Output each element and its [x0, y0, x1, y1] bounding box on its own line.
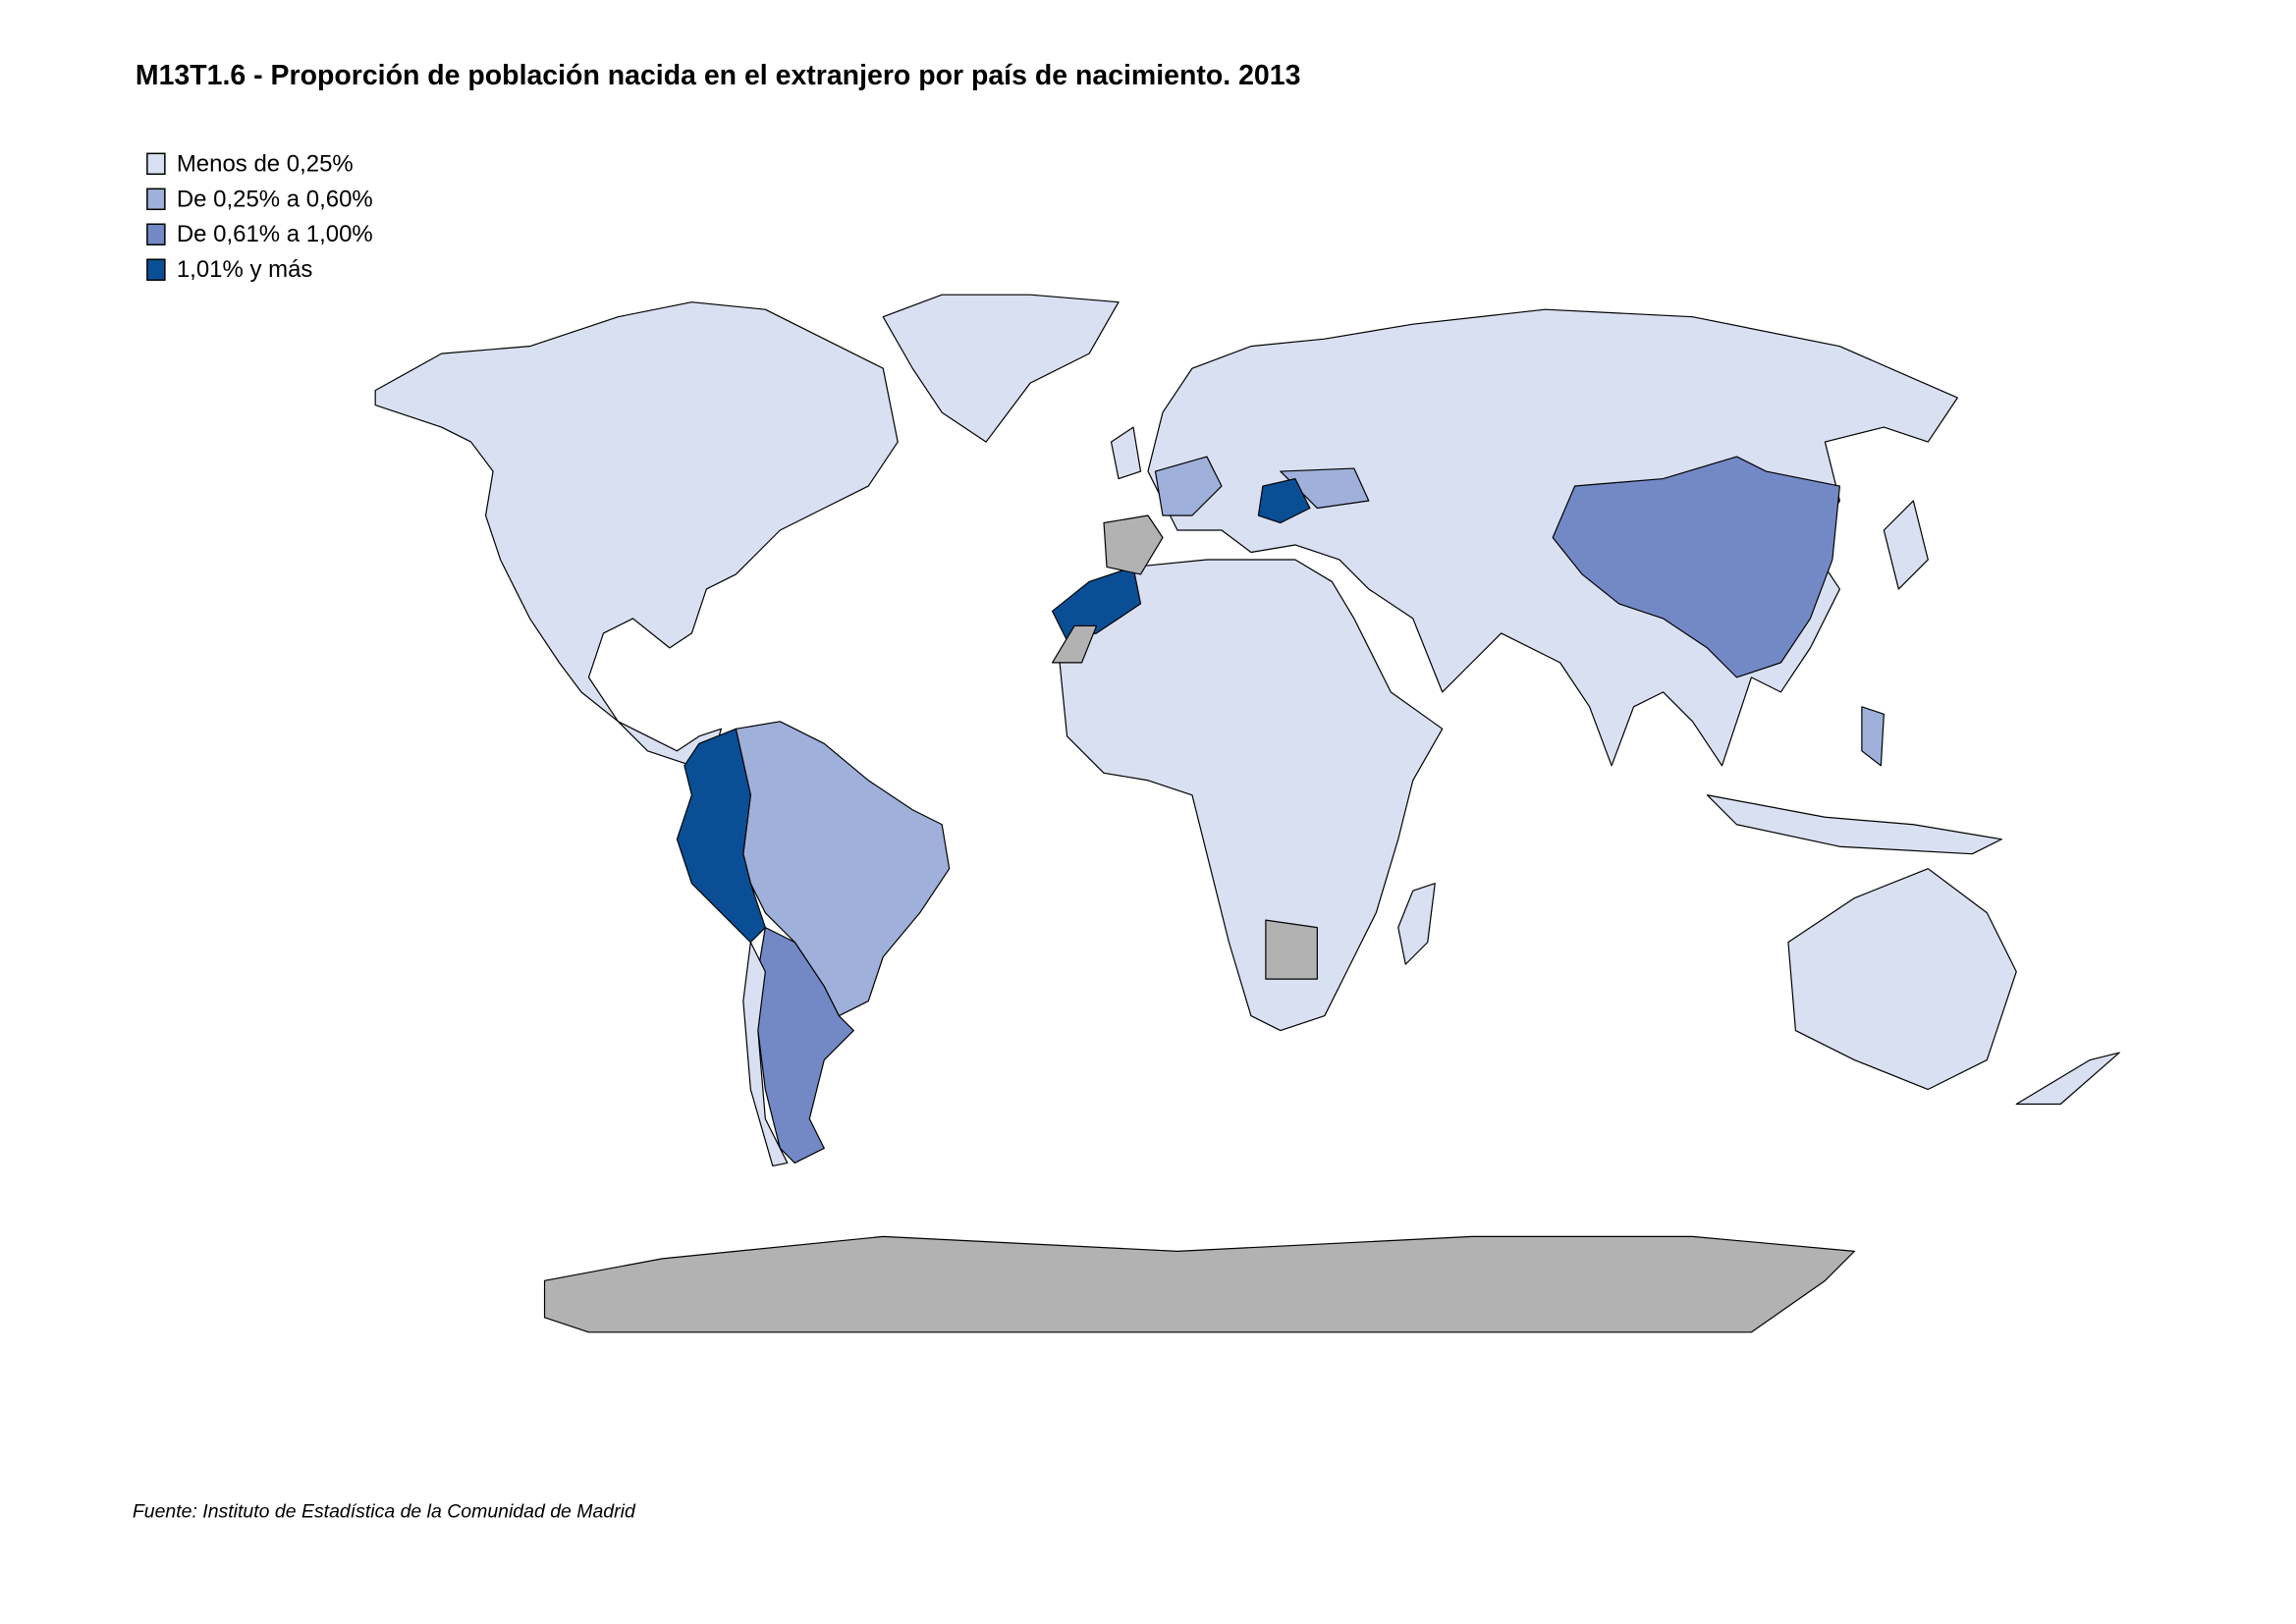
legend-swatch — [146, 152, 166, 176]
madagascar — [1397, 883, 1436, 965]
western-europe — [1154, 456, 1223, 516]
botswana — [1265, 919, 1318, 980]
world-map — [374, 294, 2120, 1333]
ukraine — [1280, 467, 1370, 510]
source-note: Fuente: Instituto de Estadística de la C… — [133, 1501, 636, 1523]
legend-label: 1,01% y más — [177, 256, 313, 283]
western-sahara — [1051, 624, 1098, 664]
greenland — [882, 294, 1120, 443]
romania — [1257, 477, 1311, 524]
japan — [1883, 500, 1929, 590]
chile — [742, 942, 789, 1167]
legend-label: Menos de 0,25% — [177, 150, 354, 177]
legend-swatch — [146, 188, 166, 211]
legend: Menos de 0,25% De 0,25% a 0,60% De 0,61% a… — [146, 150, 373, 283]
map-title: M13T1.6 - Proporción de población nacida… — [136, 60, 1301, 91]
antarctica — [543, 1235, 1855, 1333]
legend-label: De 0,61% a 1,00% — [177, 221, 373, 247]
north-america — [374, 301, 899, 782]
new-zealand — [2015, 1052, 2120, 1106]
africa — [1059, 559, 1444, 1032]
spain — [1103, 514, 1164, 575]
legend-swatch — [146, 258, 166, 281]
indonesia — [1706, 794, 2002, 855]
australia — [1787, 868, 2017, 1091]
china — [1552, 456, 1840, 678]
legend-swatch — [146, 223, 166, 245]
legend-label: De 0,25% a 0,60% — [177, 186, 373, 212]
philippines — [1861, 706, 1885, 767]
uk — [1110, 426, 1142, 480]
